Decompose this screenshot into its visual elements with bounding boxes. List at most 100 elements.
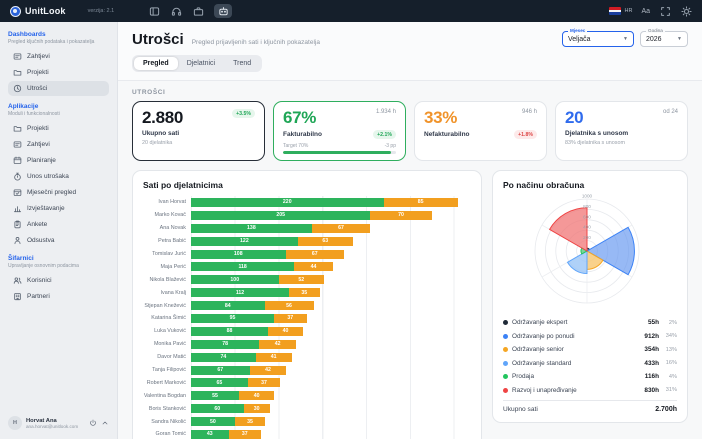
polar-chart: 200 400 600 800 1000: [534, 194, 640, 304]
sidebar-item-odsustva[interactable]: Odsustva: [8, 233, 109, 248]
sidebar-item-zahtjevi[interactable]: Zahtjevi: [8, 49, 109, 64]
sidebar-item-zahtjevi[interactable]: Zahtjevi: [8, 137, 109, 152]
kpi-target: Target 70%: [283, 143, 309, 149]
font-size-icon[interactable]: Aa: [641, 7, 650, 15]
nonbillable-segment: 41: [255, 352, 292, 362]
nonbillable-segment: 42: [259, 339, 296, 349]
chart-title: Po načinu obračuna: [503, 180, 585, 190]
employee-name: Stjepan Knežević: [144, 302, 186, 309]
sidebar-item-izvje-tavanje[interactable]: Izvještavanje: [8, 201, 109, 216]
sidebar-item-ankete[interactable]: Ankete: [8, 217, 109, 232]
bar-row: Monika Pavić 78 42: [143, 337, 471, 351]
legend-dot-icon: [503, 333, 508, 339]
employee-name: Nikola Blažević: [149, 276, 186, 283]
legend-total-row: Ukupno sati 2.700h: [503, 400, 677, 413]
sidebar-toggle-icon[interactable]: [148, 5, 160, 17]
chevron-down-icon: ▼: [623, 36, 628, 42]
month-select[interactable]: Mjesec Veljača ▼: [562, 28, 634, 47]
kpi-billable: 67% 1.934 h Fakturabilno +2.1% Target 70…: [273, 101, 406, 161]
user-email: ana.horvat@unitlook.com: [26, 423, 79, 429]
sidebar-item-partneri[interactable]: Partneri: [8, 289, 109, 304]
total-value: 2.700h: [655, 406, 677, 413]
employee-name: Ivan Horvat: [158, 199, 186, 206]
tab-trend[interactable]: Trend: [233, 60, 252, 67]
sidebar-section-title: Šifarnici: [8, 255, 34, 262]
bar-row: Ana Novak 138 67: [143, 221, 471, 235]
chevron-up-icon[interactable]: [101, 414, 109, 432]
target-progress-bar: [283, 151, 396, 154]
employee-name: Katarina Šimić: [151, 315, 186, 322]
request-icon: [13, 53, 22, 60]
legend-pct: 4%: [668, 373, 677, 380]
sidebar-item-label: Odsustva: [27, 237, 55, 244]
request-icon: [13, 141, 22, 148]
billable-segment: 100: [191, 275, 279, 285]
sidebar-item-label: Planiranje: [27, 157, 56, 164]
user-menu[interactable]: H Horvat Ana ana.horvat@unitlook.com: [0, 407, 117, 439]
page-header: Utrošci Pregled prijavljenih sati i klju…: [118, 22, 702, 81]
sidebar-item-mjese-ni-pregled[interactable]: Mjesečni pregled: [8, 185, 109, 200]
bar-row: Tomislav Jurić 108 67: [143, 247, 471, 261]
sidebar-item-utro-ci[interactable]: Utrošci: [8, 81, 109, 96]
bar-row: Katarina Šimić 95 37: [143, 312, 471, 325]
language-label[interactable]: HR: [624, 8, 633, 14]
sidebar-item-korisnici[interactable]: Korisnici: [8, 273, 109, 288]
legend-label: Održavanje senior: [512, 346, 564, 354]
kpi-value: 20: [565, 108, 584, 127]
bar-row: Boris Stanković 60 30: [143, 402, 471, 416]
tab-djelatnici[interactable]: Djelatnici: [186, 60, 216, 67]
kpi-nonbillable: 33% 946 h Nefakturabilno +1.8%: [414, 101, 547, 161]
headphones-icon[interactable]: [170, 5, 182, 17]
sidebar-item-unos-utro-aka[interactable]: Unos utrošaka: [8, 169, 109, 184]
bar-row: Maja Perić 118 44: [143, 260, 471, 274]
theme-sun-icon[interactable]: [680, 5, 692, 17]
billable-segment: 43: [191, 429, 229, 439]
sidebar-item-projekti[interactable]: Projekti: [8, 65, 109, 80]
employee-name: Tanja Filipović: [152, 367, 186, 374]
briefcase-icon[interactable]: [192, 5, 204, 17]
page-title: Utrošci: [132, 31, 184, 48]
calendar-check-icon: [13, 189, 22, 196]
chevron-down-icon: ▼: [677, 36, 682, 42]
legend-row: Prodaja 116h 4%: [503, 370, 677, 384]
tab-pregled[interactable]: Pregled: [134, 57, 178, 70]
year-select[interactable]: Godina 2026 ▼: [640, 28, 688, 47]
folder-icon: [13, 126, 22, 132]
employee-name: Tomislav Jurić: [152, 251, 186, 257]
billable-segment: 220: [191, 197, 384, 207]
sidebar-item-label: Partneri: [27, 293, 50, 300]
bot-module-icon[interactable]: [214, 4, 233, 18]
legend-pct: 13%: [665, 346, 677, 353]
legend-row: Održavanje ekspert 55h 2%: [503, 316, 677, 330]
svg-text:400: 400: [583, 225, 591, 230]
logout-icon[interactable]: [89, 414, 97, 432]
svg-text:200: 200: [583, 235, 591, 240]
nonbillable-segment: 35: [234, 417, 266, 427]
billable-segment: 65: [191, 378, 248, 388]
bar-row: Sandra Nikolić 50 35: [143, 415, 471, 429]
bar-row: Tanja Filipović 67 42: [143, 363, 471, 377]
year-select-value: 2026: [646, 35, 662, 43]
nonbillable-segment: 44: [294, 262, 333, 272]
nonbillable-segment: 37: [228, 429, 261, 439]
sidebar-item-label: Utrošci: [27, 85, 48, 92]
employee-name: Sandra Nikolić: [151, 418, 186, 425]
user-name: Horvat Ana: [26, 417, 57, 424]
kpi-sub: 20 djelatnika: [142, 140, 173, 146]
legend-hours: 354h: [644, 346, 659, 354]
legend-row: Održavanje standard 433h 16%: [503, 357, 677, 371]
chart-title: Sati po djelatnicima: [143, 180, 223, 190]
total-label: Ukupno sati: [503, 406, 538, 413]
sidebar-item-projekti[interactable]: Projekti: [8, 121, 109, 136]
croatian-flag-icon[interactable]: [609, 7, 622, 15]
bar-row: Robert Marković 65 37: [143, 376, 471, 390]
nonbillable-segment: 67: [285, 249, 345, 259]
chart-legend: Održavanje ekspert 55h 2% Održavanje po pon…: [503, 316, 677, 397]
billable-segment: 138: [191, 223, 312, 233]
sidebar-item-planiranje[interactable]: Planiranje: [8, 153, 109, 168]
app-name: UnitLook: [25, 6, 66, 16]
timer-icon: [14, 172, 21, 181]
kpi-delta: -3 pp: [384, 143, 396, 149]
nonbillable-segment: 67: [311, 223, 371, 233]
fullscreen-icon[interactable]: [659, 5, 671, 17]
